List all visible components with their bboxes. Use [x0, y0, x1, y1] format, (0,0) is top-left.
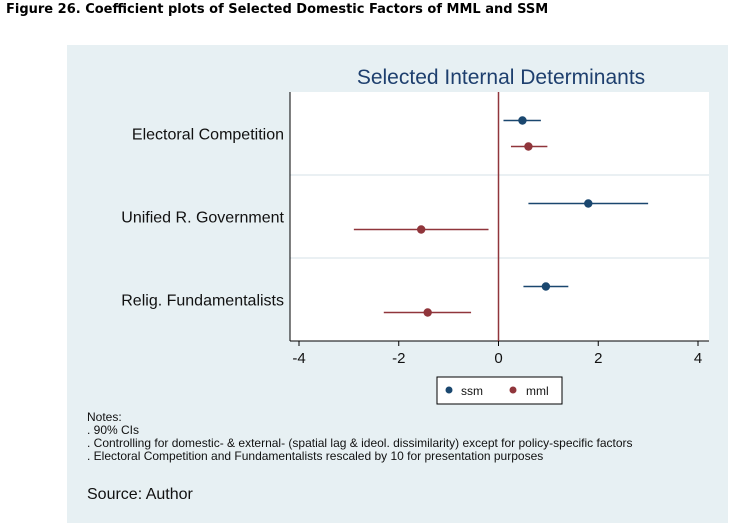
plot-area — [290, 92, 709, 341]
x-tick-label: -4 — [292, 350, 305, 367]
x-tick-label: 4 — [694, 350, 702, 367]
legend-marker-mml — [509, 386, 517, 394]
point-estimate-mml — [416, 225, 426, 234]
point-estimate-mml — [423, 308, 432, 317]
point-estimate-ssm — [518, 116, 527, 125]
legend-marker-ssm — [445, 386, 453, 394]
legend-box — [436, 376, 563, 405]
category-label: Unified R. Government — [121, 210, 284, 227]
point-estimate-ssm — [541, 282, 551, 291]
category-label: Electoral Competition — [132, 127, 284, 144]
legend-label-ssm: ssm — [461, 384, 483, 398]
notes-heading: Notes: — [87, 410, 122, 424]
figure-caption: Figure 26. Coefficient plots of Selected… — [6, 2, 549, 17]
source-note: Source: Author — [87, 486, 193, 503]
notes-line: . Electoral Competition and Fundamentali… — [87, 449, 544, 463]
notes-line: . Controlling for domestic- & external- … — [87, 436, 633, 450]
x-tick-label: 2 — [594, 350, 602, 367]
legend: ssm mml — [436, 376, 563, 405]
x-tick-label: 0 — [494, 350, 502, 367]
notes-line: . 90% CIs — [87, 423, 140, 437]
chart-title: Selected Internal Determinants — [357, 66, 645, 89]
point-estimate-mml — [524, 142, 533, 151]
notes: Notes: . 90% CIs . Controlling for domes… — [87, 411, 633, 463]
category-label: Relig. Fundamentalists — [121, 293, 284, 310]
legend-label-mml: mml — [526, 384, 549, 398]
x-tick-label: -2 — [392, 350, 405, 367]
point-estimate-ssm — [584, 199, 593, 208]
